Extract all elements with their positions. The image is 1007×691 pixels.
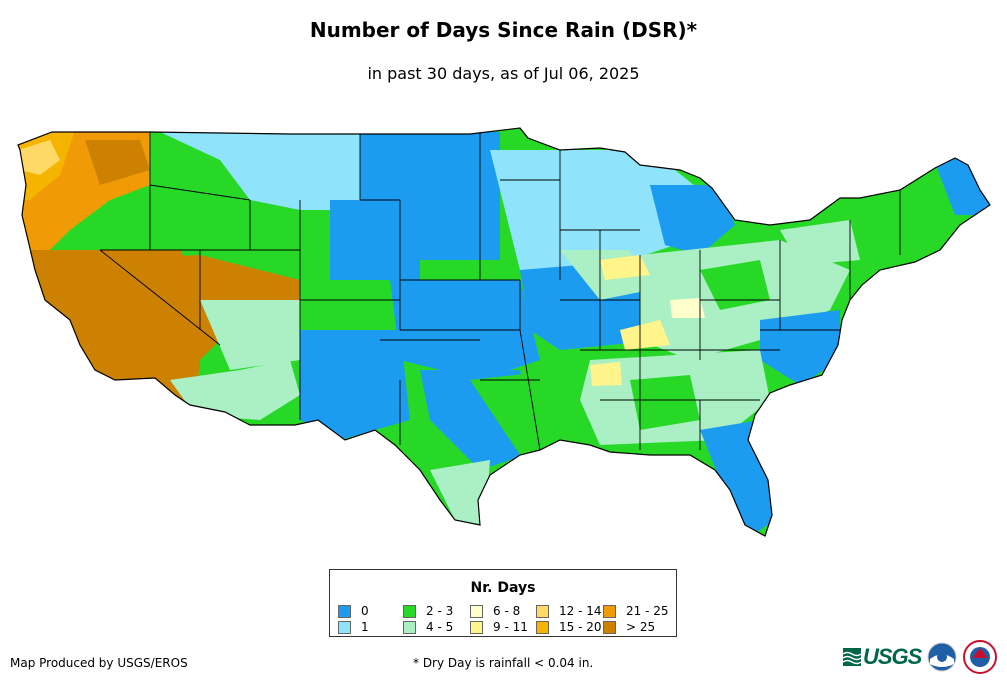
legend-label: 12 - 14 (559, 604, 602, 618)
map-subtitle: in past 30 days, as of Jul 06, 2025 (367, 64, 640, 83)
legend-swatch (338, 620, 351, 634)
map-credit: Map Produced by USGS/EROS (10, 656, 188, 670)
legend-item-4: 6 - 8 (470, 604, 520, 618)
dsr-fill-layer (18, 128, 990, 536)
legend-swatch (603, 604, 616, 618)
legend-label: 2 - 3 (426, 604, 454, 618)
legend: Nr. Days 0 1 2 - 3 4 - 5 6 - 8 9 - 11 12… (329, 569, 677, 637)
legend-item-9: > 25 (603, 620, 655, 634)
legend-swatch (470, 620, 483, 634)
legend-item-6: 12 - 14 (536, 604, 602, 618)
legend-label: 4 - 5 (426, 620, 454, 634)
legend-item-7: 15 - 20 (536, 620, 602, 634)
legend-swatch (338, 604, 351, 618)
legend-item-8: 21 - 25 (603, 604, 669, 618)
legend-label: 21 - 25 (626, 604, 669, 618)
usgs-wordmark: USGS (863, 644, 922, 669)
legend-item-1: 1 (338, 620, 369, 634)
legend-title: Nr. Days (470, 580, 536, 596)
legend-swatch (403, 604, 416, 618)
legend-swatch (603, 620, 616, 634)
legend-item-2: 2 - 3 (403, 604, 453, 618)
usgs-logo: USGS (843, 644, 922, 670)
legend-item-3: 4 - 5 (403, 620, 453, 634)
legend-swatch (536, 604, 549, 618)
legend-swatch (403, 620, 416, 634)
legend-label: 9 - 11 (493, 620, 528, 634)
legend-label: 1 (361, 620, 369, 634)
noaa-logo-icon (927, 642, 957, 672)
legend-item-0: 0 (338, 604, 369, 618)
legend-label: 15 - 20 (559, 620, 602, 634)
dry-day-footnote: * Dry Day is rainfall < 0.04 in. (413, 656, 594, 670)
us-dsr-map (17, 127, 991, 537)
legend-swatch (470, 604, 483, 618)
legend-label: 6 - 8 (493, 604, 521, 618)
nws-logo-icon (963, 640, 998, 674)
legend-swatch (536, 620, 549, 634)
agency-logos: USGS (843, 640, 998, 674)
legend-item-5: 9 - 11 (470, 620, 528, 634)
state-borders (99, 132, 901, 451)
legend-label: > 25 (626, 620, 656, 634)
map-title: Number of Days Since Rain (DSR)* (309, 18, 698, 42)
legend-label: 0 (361, 604, 369, 618)
usgs-wave-icon (843, 648, 861, 666)
